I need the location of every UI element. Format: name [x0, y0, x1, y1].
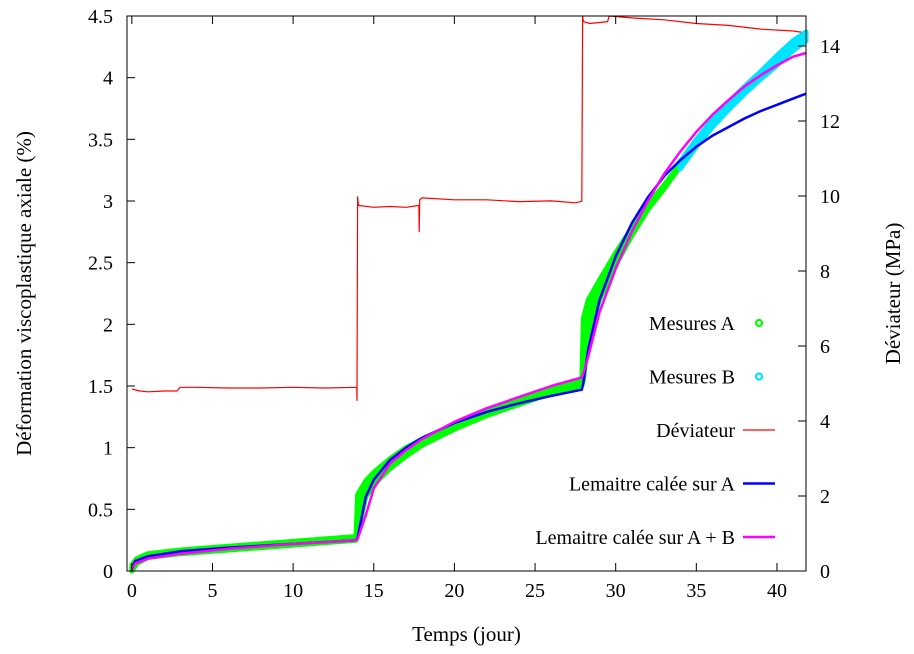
y-tick-label: 4.5: [88, 6, 113, 28]
y-tick-label: 4: [103, 68, 113, 90]
y2-tick-label: 4: [820, 411, 830, 433]
x-tick-label: 15: [364, 580, 384, 602]
x-tick-label: 20: [444, 580, 464, 602]
x-tick-label: 35: [686, 580, 706, 602]
y-tick-label: 1.5: [88, 376, 113, 398]
y2-axis-label: Déviateur (MPa): [881, 223, 905, 365]
plot-marks: [129, 15, 809, 574]
x-tick-label: 10: [283, 580, 303, 602]
x-tick-label: 5: [207, 580, 217, 602]
x-tick-label: 30: [606, 580, 626, 602]
y2-tick-label: 8: [820, 261, 830, 283]
deviateur-line: [131, 15, 807, 401]
legend-label: Lemaitre calée sur A: [569, 474, 736, 496]
y2-tick-label: 2: [820, 486, 830, 508]
y-axis-label: Déformation viscoplastique axiale (%): [12, 131, 36, 456]
y-tick-label: 1: [103, 438, 113, 460]
axis-ticks: 0 5 10 15 20 25 30 35 40 0 0.5 1 1.5 2 2.5 3 3.5 4 4.5 0 2 4 6…: [88, 6, 840, 602]
legend-label: Déviateur: [656, 420, 735, 442]
x-axis-label: Temps (jour): [412, 622, 521, 646]
y2-tick-label: 10: [820, 186, 840, 208]
x-tick-label: 0: [127, 580, 137, 602]
plot-frame: [126, 15, 807, 572]
y-tick-label: 2.5: [88, 253, 113, 275]
y-tick-label: 3.5: [88, 129, 113, 151]
legend: Mesures A Mesures B Déviateur Lemaitre calé…: [535, 313, 775, 549]
y-tick-label: 0.5: [88, 499, 113, 521]
y-tick-label: 3: [103, 191, 113, 213]
y2-tick-label: 12: [820, 111, 840, 133]
x-tick-label: 25: [525, 580, 545, 602]
mesures-a-band: [129, 161, 683, 574]
y-tick-label: 0: [103, 561, 113, 583]
x-tick-label: 40: [767, 580, 787, 602]
lemaitre-calee-sur-a-b-line: [130, 51, 807, 571]
y2-tick-label: 6: [820, 336, 830, 358]
legend-marker: [754, 318, 764, 328]
y2-tick-label: 0: [820, 561, 830, 583]
y2-tick-label: 14: [820, 36, 840, 58]
legend-label: Lemaitre calée sur A + B: [535, 527, 735, 549]
legend-label: Mesures A: [649, 313, 736, 335]
legend-marker: [754, 372, 764, 381]
y-tick-label: 2: [103, 314, 113, 336]
legend-label: Mesures B: [649, 367, 735, 389]
